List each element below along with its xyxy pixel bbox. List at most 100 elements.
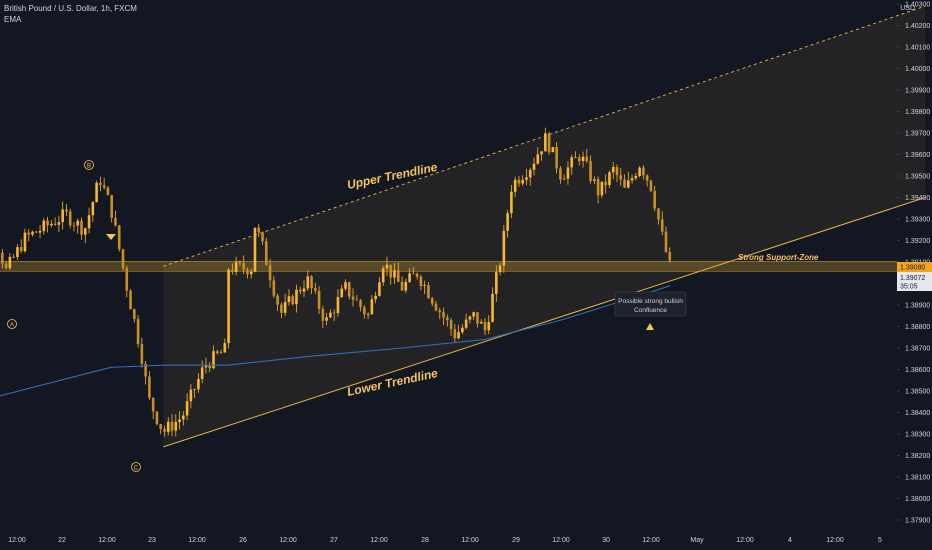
candle (649, 179, 653, 193)
candle (16, 244, 19, 261)
candle (596, 176, 600, 204)
candle (166, 417, 170, 436)
y-tick-label: 1.39300 (905, 217, 930, 224)
candle (200, 360, 204, 384)
y-tick-label: 1.38300 (905, 432, 930, 439)
y-tick-label: 1.39400 (905, 195, 930, 202)
candle (555, 142, 558, 174)
candle (19, 239, 23, 254)
y-tick-label: 1.37900 (905, 518, 930, 525)
x-tick-label: 12:00 (461, 537, 479, 544)
candle (182, 411, 185, 426)
candle (223, 338, 227, 353)
candle (287, 289, 291, 306)
candle (280, 302, 283, 319)
candle (65, 203, 68, 217)
candle (159, 423, 163, 435)
candle (264, 237, 268, 266)
candle (27, 229, 31, 242)
candle (136, 314, 140, 348)
x-tick-label: 12:00 (370, 537, 388, 544)
candle (412, 267, 415, 275)
candle (310, 275, 313, 295)
candle (83, 227, 87, 244)
candle (389, 264, 393, 285)
candle (336, 289, 340, 317)
candle (193, 388, 196, 398)
candle (642, 165, 645, 180)
candle (423, 280, 426, 295)
candle (351, 288, 355, 307)
candle (483, 318, 487, 336)
candle (634, 172, 638, 181)
x-tick-label: 27 (330, 537, 338, 544)
x-tick-label: 12:00 (642, 537, 660, 544)
last-price-tag: 1.39072 35:05 (897, 272, 932, 291)
candle (547, 131, 551, 155)
candle (314, 282, 317, 294)
ema-indicator-label[interactable]: EMA (4, 15, 22, 24)
confluence-callout: Possible strong bullish Confluence (614, 291, 687, 330)
candle (114, 210, 117, 227)
x-tick-label: 12:00 (826, 537, 844, 544)
candle (600, 181, 604, 198)
confluence-box (614, 291, 687, 317)
x-tick-label: 12:00 (736, 537, 754, 544)
candle (261, 231, 264, 245)
candle (585, 148, 589, 164)
candle (185, 393, 189, 421)
candle (4, 261, 8, 270)
candle (133, 308, 136, 323)
candle (329, 309, 332, 319)
candle (197, 373, 200, 393)
candle (355, 294, 359, 301)
candle (491, 287, 494, 323)
candle (562, 174, 566, 180)
candle (396, 262, 400, 282)
y-tick-label: 1.38000 (905, 496, 930, 503)
x-tick-label: 12:00 (279, 537, 297, 544)
candle (363, 305, 366, 319)
candle (415, 272, 419, 280)
candle (626, 171, 630, 189)
candle (50, 220, 53, 228)
support-zone-layer (0, 261, 897, 272)
candles-layer (1, 127, 672, 437)
y-tick-label: 1.40100 (905, 45, 930, 52)
candle (615, 164, 619, 183)
candle (581, 151, 585, 168)
candle (117, 224, 121, 252)
candle (31, 230, 34, 237)
y-tick-label: 1.40300 (905, 2, 930, 9)
candle (68, 208, 72, 229)
candle (461, 324, 464, 335)
candle (502, 224, 506, 273)
support-zone-label: Strong Support-Zone (738, 253, 819, 262)
time-axis[interactable]: 12:00 22 12:00 23 12:00 26 12:00 27 12:00 28 12:00… (8, 537, 882, 544)
candle (359, 298, 362, 312)
candle (660, 211, 664, 236)
candle (208, 361, 212, 373)
ema-line (0, 285, 671, 397)
candle (472, 311, 475, 320)
symbol-title[interactable]: British Pound / U.S. Dollar, 1h, FXCM (4, 4, 137, 13)
candle (630, 174, 634, 184)
candle (106, 186, 110, 196)
candle (510, 184, 513, 219)
candle (272, 275, 276, 299)
candle (72, 222, 76, 232)
y-tick-label: 1.39600 (905, 152, 930, 159)
x-tick-label: 29 (512, 537, 520, 544)
candle (317, 286, 321, 314)
candle (140, 337, 144, 368)
y-tick-label: 1.38600 (905, 367, 930, 374)
candle (434, 300, 438, 312)
candle (246, 267, 249, 279)
candle (321, 305, 325, 328)
candle (238, 260, 242, 267)
x-tick-label: 12:00 (98, 537, 116, 544)
y-tick-label: 1.39800 (905, 109, 930, 116)
candle (298, 286, 302, 295)
candle (125, 265, 129, 298)
